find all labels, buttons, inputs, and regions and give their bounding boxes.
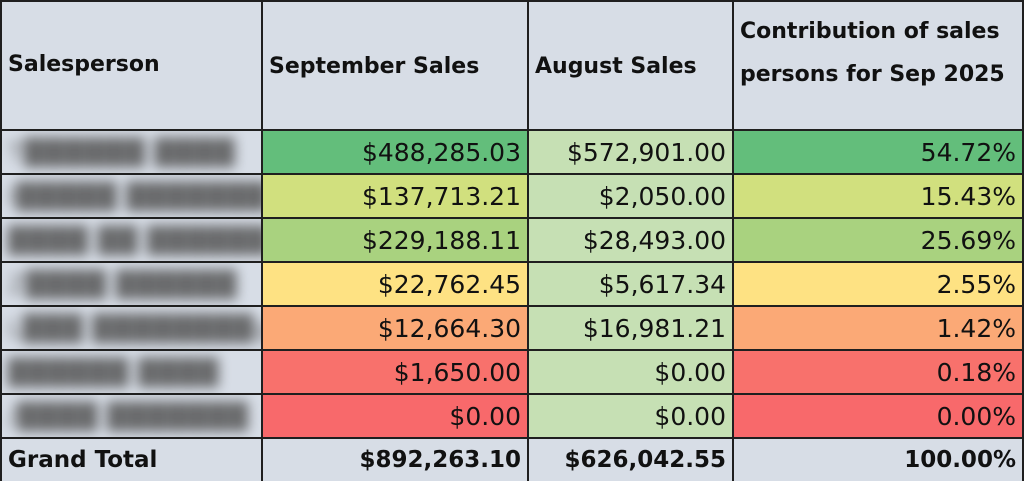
contribution-cell[interactable]: 0.00% <box>734 395 1024 439</box>
september-sales-cell[interactable]: $1,650.00 <box>263 351 529 395</box>
september-sales-cell[interactable]: $137,713.21 <box>263 175 529 219</box>
grand-total-label[interactable]: Grand Total <box>0 439 263 481</box>
contribution-cell[interactable]: 2.55% <box>734 263 1024 307</box>
salesperson-cell[interactable]: /████ ███████ <box>0 395 263 439</box>
salesperson-name-redacted: ████ ██ ██████ <box>8 225 263 255</box>
august-sales-cell[interactable]: $0.00 <box>529 351 734 395</box>
august-sales-cell[interactable]: $0.00 <box>529 395 734 439</box>
header-september-sales[interactable]: September Sales <box>263 0 529 131</box>
salesperson-cell[interactable]: L███ ████████g <box>0 307 263 351</box>
salesperson-name-redacted: L███ ████████g <box>8 313 263 343</box>
september-sales-cell[interactable]: $229,188.11 <box>263 219 529 263</box>
contribution-cell[interactable]: 1.42% <box>734 307 1024 351</box>
contribution-cell[interactable]: 0.18% <box>734 351 1024 395</box>
august-sales-cell[interactable]: $28,493.00 <box>529 219 734 263</box>
september-sales-cell[interactable]: $12,664.30 <box>263 307 529 351</box>
salesperson-name-redacted: ██████ ████ <box>8 357 220 387</box>
august-sales-cell[interactable]: $572,901.00 <box>529 131 734 175</box>
august-sales-cell[interactable]: $2,050.00 <box>529 175 734 219</box>
salesperson-cell[interactable]: ██████ ████ <box>0 351 263 395</box>
salesperson-cell[interactable]: T██████ ████ <box>0 131 263 175</box>
salesperson-cell[interactable]: I█████ ███████ <box>0 175 263 219</box>
header-august-sales[interactable]: August Sales <box>529 0 734 131</box>
table-top-border <box>0 0 1024 2</box>
grand-total-contribution[interactable]: 100.00% <box>734 439 1024 481</box>
august-sales-cell[interactable]: $16,981.21 <box>529 307 734 351</box>
header-contribution[interactable]: Contribution of sales persons for Sep 20… <box>734 0 1024 131</box>
september-sales-cell[interactable]: $0.00 <box>263 395 529 439</box>
salesperson-name-redacted: T██████ ████ <box>8 137 236 167</box>
salesperson-cell[interactable]: ████ ██ ██████ <box>0 219 263 263</box>
salesperson-cell[interactable]: Z████ ██████ <box>0 263 263 307</box>
grand-total-august[interactable]: $626,042.55 <box>529 439 734 481</box>
august-sales-cell[interactable]: $5,617.34 <box>529 263 734 307</box>
header-salesperson[interactable]: Salesperson <box>0 0 263 131</box>
september-sales-cell[interactable]: $22,762.45 <box>263 263 529 307</box>
salesperson-name-redacted: Z████ ██████ <box>8 269 238 299</box>
grand-total-september[interactable]: $892,263.10 <box>263 439 529 481</box>
contribution-cell[interactable]: 54.72% <box>734 131 1024 175</box>
september-sales-cell[interactable]: $488,285.03 <box>263 131 529 175</box>
salesperson-name-redacted: I█████ ███████ <box>8 181 263 211</box>
contribution-cell[interactable]: 25.69% <box>734 219 1024 263</box>
contribution-cell[interactable]: 15.43% <box>734 175 1024 219</box>
salesperson-name-redacted: /████ ███████ <box>8 401 249 431</box>
